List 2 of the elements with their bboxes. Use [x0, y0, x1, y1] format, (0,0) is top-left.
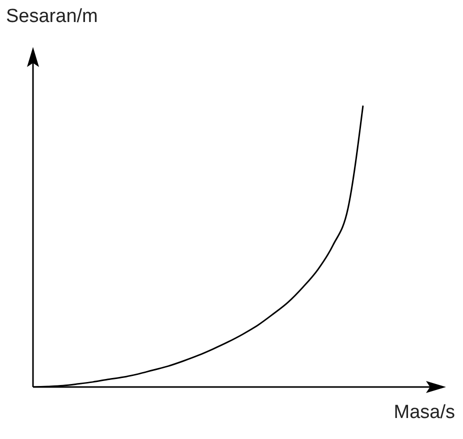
x-axis-title: Masa/s — [394, 402, 455, 424]
y-axis-title: Sesaran/m — [6, 6, 98, 28]
